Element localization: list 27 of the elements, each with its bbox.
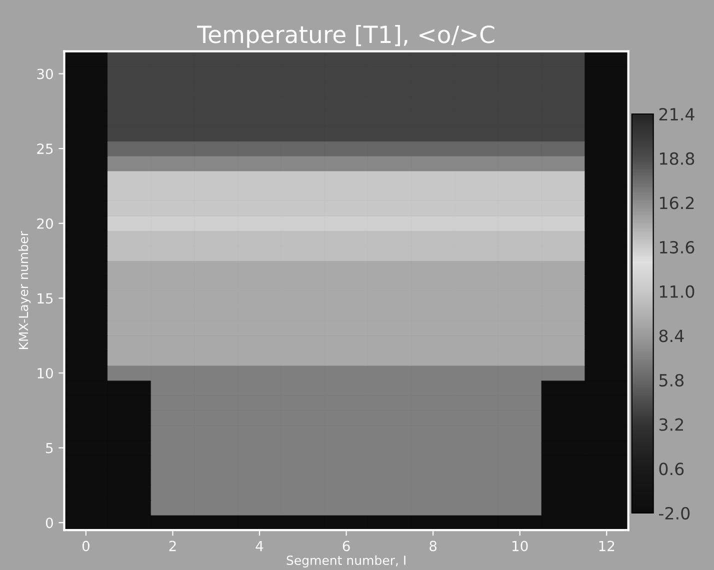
color-bar-label: 5.8	[659, 374, 684, 387]
color-bar-label: 11.0	[660, 285, 694, 298]
x-tick-label: 2	[169, 540, 176, 552]
y-axis-title: KMX-Layer number	[18, 231, 31, 349]
color-bar-label: 0.6	[659, 462, 684, 476]
color-bar-label: 8.4	[659, 330, 684, 342]
color-bar-label: -2.0	[658, 506, 690, 520]
x-tick-label: 6	[342, 540, 350, 552]
x-tick-label: 0	[82, 540, 90, 552]
y-tick-label: 0	[46, 518, 53, 528]
y-tick-label: 10	[38, 368, 53, 378]
color-bar-label: 18.8	[660, 152, 694, 165]
y-tick-label: 30	[37, 68, 53, 80]
y-tick-label: 5	[46, 442, 53, 454]
color-bar-label: 16.2	[660, 196, 694, 210]
x-axis-title: Segment number, I	[286, 555, 406, 568]
x-tick-label: 10	[512, 540, 528, 552]
color-bar-label: 3.2	[659, 418, 684, 431]
y-tick-label: 15	[38, 293, 53, 304]
y-tick-label: 25	[37, 144, 53, 154]
x-tick-label: 4	[256, 540, 264, 552]
chart-title: Temperature [T1], <o/>C	[197, 25, 494, 48]
x-tick-label: 8	[430, 540, 437, 552]
color-bar-label: 13.6	[660, 240, 694, 254]
x-tick-label: 12	[599, 540, 614, 552]
color-bar-label: 21.4	[659, 108, 694, 120]
y-tick-label: 20	[37, 218, 53, 229]
